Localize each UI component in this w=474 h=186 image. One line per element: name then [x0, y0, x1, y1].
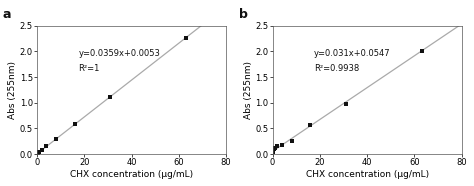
Point	[307, 123, 314, 126]
Text: R²=1: R²=1	[79, 64, 100, 73]
Point	[288, 140, 295, 143]
Point	[38, 149, 46, 152]
Point	[270, 147, 278, 150]
Point	[342, 103, 350, 106]
Text: y=0.031x+0.0547: y=0.031x+0.0547	[314, 49, 391, 58]
Text: y=0.0359x+0.0053: y=0.0359x+0.0053	[79, 49, 161, 58]
Y-axis label: Abs (255nm): Abs (255nm)	[244, 61, 253, 119]
Point	[269, 150, 276, 153]
Text: a: a	[3, 8, 11, 20]
Point	[36, 150, 43, 153]
Point	[273, 145, 281, 148]
Point	[52, 138, 60, 141]
Point	[278, 143, 286, 146]
Point	[43, 145, 50, 148]
Point	[71, 123, 79, 126]
Point	[107, 95, 114, 98]
Text: b: b	[238, 8, 247, 20]
Point	[35, 151, 42, 154]
Point	[418, 49, 425, 52]
X-axis label: CHX concentration (μg/mL): CHX concentration (μg/mL)	[70, 170, 193, 179]
X-axis label: CHX concentration (μg/mL): CHX concentration (μg/mL)	[306, 170, 429, 179]
Point	[271, 146, 279, 149]
Point	[33, 152, 41, 155]
Point	[182, 36, 190, 39]
Text: R²=0.9938: R²=0.9938	[314, 64, 359, 73]
Y-axis label: Abs (255nm): Abs (255nm)	[8, 61, 17, 119]
